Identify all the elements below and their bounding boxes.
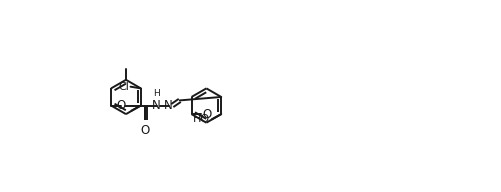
Text: O: O (116, 99, 125, 112)
Text: N: N (152, 99, 161, 112)
Text: O: O (202, 108, 212, 121)
Text: N: N (164, 99, 173, 112)
Text: HO: HO (193, 114, 210, 124)
Text: Cl: Cl (118, 82, 129, 92)
Text: H: H (153, 89, 160, 98)
Text: O: O (140, 124, 149, 137)
